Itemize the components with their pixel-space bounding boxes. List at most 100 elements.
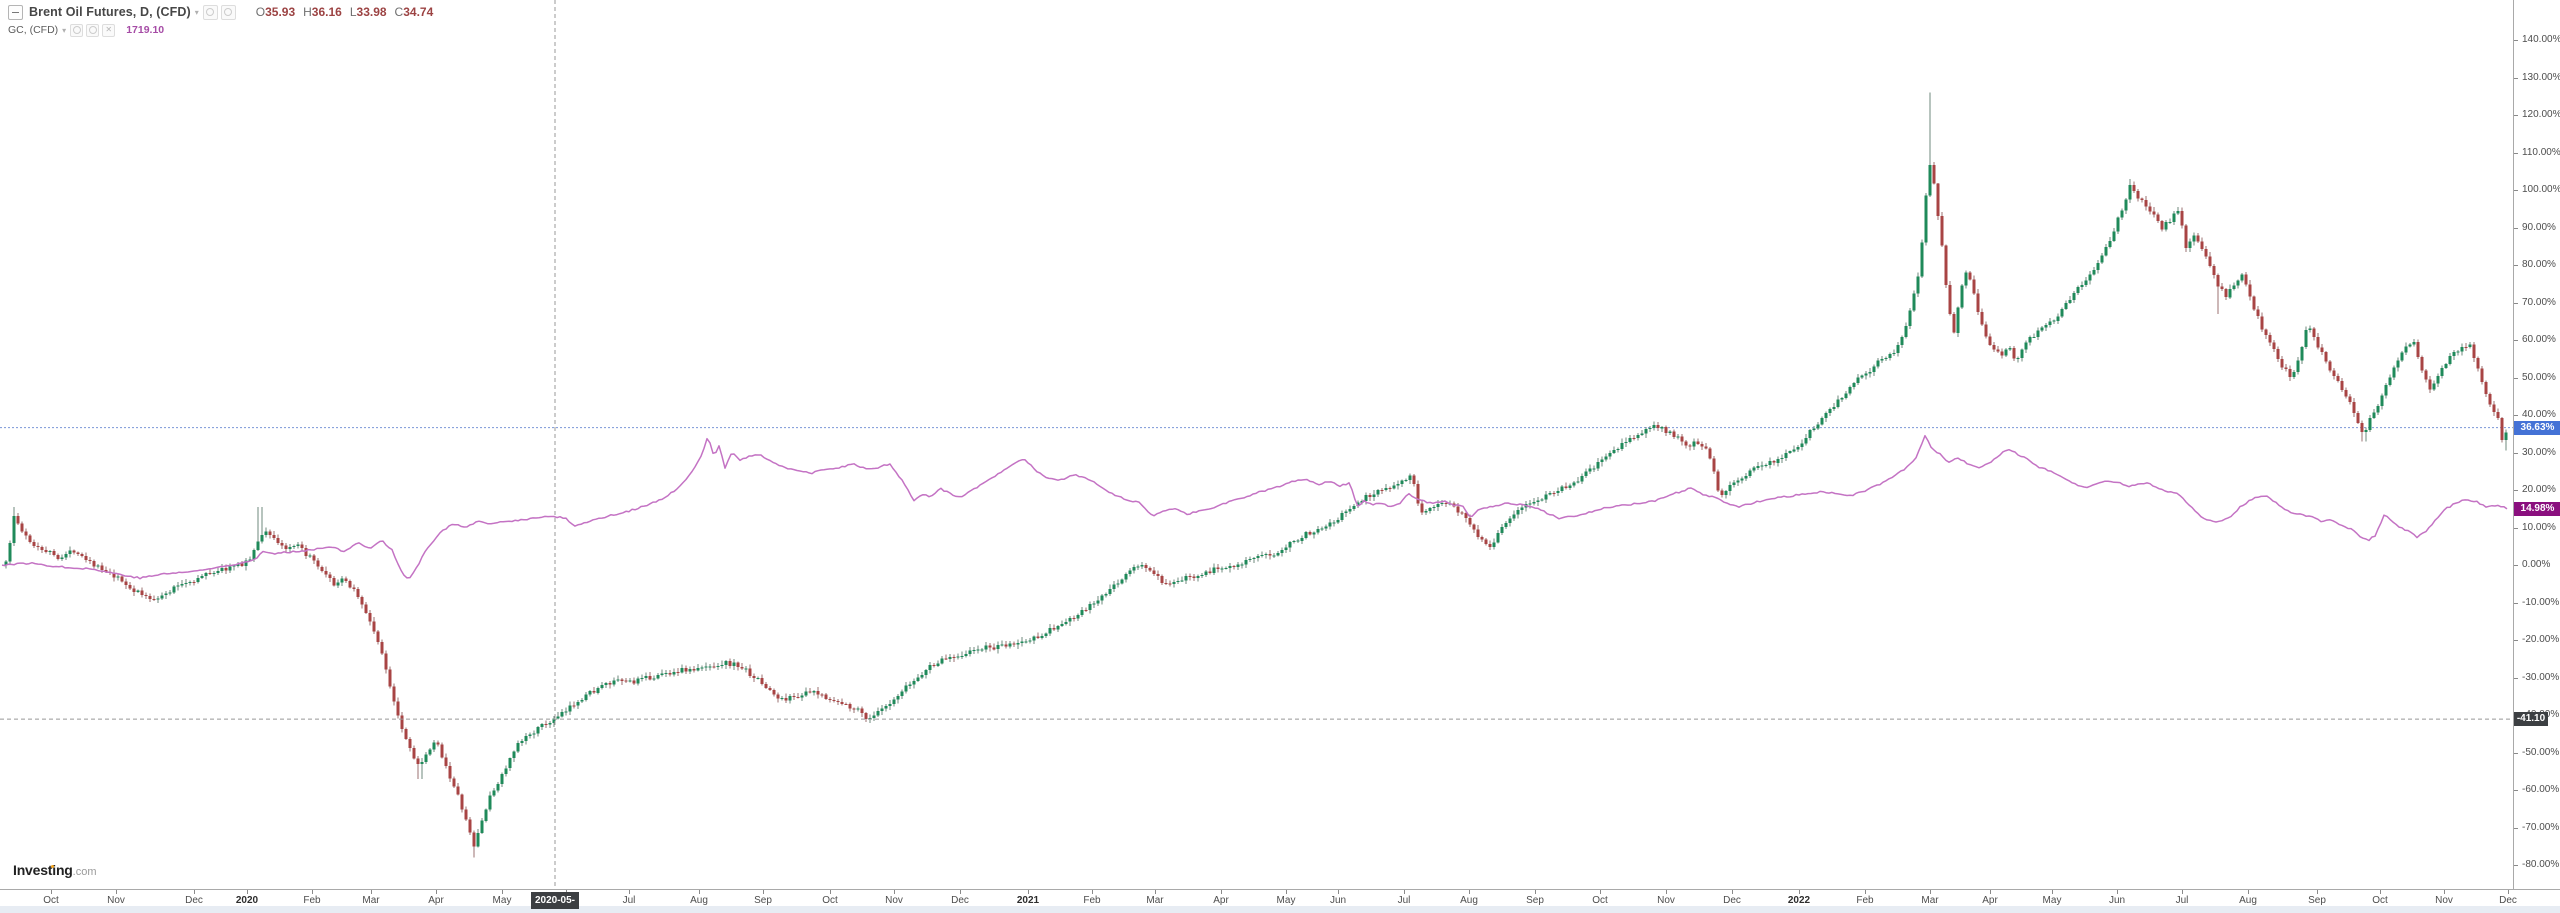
x-axis-label: Mar [1921,895,1939,906]
brand-text: Investing [13,862,73,878]
x-axis-tick [2248,890,2249,894]
x-axis-label: Apr [1213,895,1229,906]
price-axis[interactable]: 140.00% 130.00% 120.00% 110.00% 100.00% 90.00… [2513,0,2560,889]
x-axis-label: Mar [1146,895,1164,906]
ohlc-values: O35.93 H36.16 L33.98 C34.74 [248,5,434,19]
y-axis-tick [2514,602,2518,604]
x-axis-label: Jul [622,895,636,906]
x-axis-label: Dec [2499,895,2517,906]
x-axis-tick [894,890,895,894]
y-axis-label: -50.00% [2522,746,2560,758]
x-axis-tick [312,890,313,894]
x-axis-tick [502,890,503,894]
brand-suffix: .com [72,866,97,878]
x-axis-label: Aug [1460,895,1478,906]
x-axis-tick [763,890,764,894]
ohlc-key: L [349,5,357,19]
x-axis-label: Nov [1657,895,1675,906]
y-axis-tick [2514,77,2518,79]
chart-canvas[interactable]: Brent Oil Futures, D, (CFD) ▾ O35.93 H36.… [0,0,2513,889]
y-axis-label: 40.00% [2522,409,2556,420]
ohlc-value: 35.93 [265,5,296,19]
x-axis-tick [830,890,831,894]
y-axis-label: 90.00% [2522,221,2556,233]
y-axis-tick [2514,752,2518,754]
visibility-icon[interactable] [202,4,218,20]
x-axis-label: Aug [2239,895,2257,906]
x-axis-label: Oct [822,895,838,906]
ohlc-value: 33.98 [356,5,387,19]
x-axis-label: Oct [1592,895,1608,906]
x-axis-label: Jul [1397,895,1411,906]
x-axis-label: Dec [951,895,969,906]
y-axis-tick [2514,565,2518,566]
ohlc-value: 34.74 [403,5,434,19]
x-axis-label: Sep [1526,895,1544,906]
x-axis-label: 2020 [235,895,259,906]
x-axis-tick [1990,890,1991,894]
y-axis-label: 80.00% [2522,259,2556,270]
x-axis-tick [1600,890,1601,894]
x-axis-label: Dec [1723,895,1741,906]
x-axis-label: Feb [1856,895,1874,906]
y-axis-tick [2514,152,2518,154]
x-axis-tick [247,890,248,894]
x-axis-tick [2052,890,2053,894]
x-axis-tick [1338,890,1339,894]
legend-main-row[interactable]: Brent Oil Futures, D, (CFD) ▾ O35.93 H36.… [8,4,433,20]
y-axis-tick [2514,40,2518,41]
x-axis-tick [1092,890,1093,894]
y-axis-label: -60.00% [2522,784,2560,795]
y-axis-tick [2514,527,2518,529]
x-axis-label: May [2042,895,2062,906]
y-axis-label: 140.00% [2522,34,2560,45]
x-axis-label: May [492,895,512,906]
x-axis-label: Nov [2435,895,2453,906]
settings-icon[interactable] [86,23,100,37]
x-axis-tick [1155,890,1156,894]
brent-candlestick-series [4,92,2508,858]
x-axis-label: Sep [754,895,772,906]
x-axis-tick [1286,890,1287,894]
x-axis-tick [629,890,630,894]
y-axis-tick [2514,302,2518,304]
collapse-legend-button[interactable] [8,4,23,20]
x-axis-label: 2022 [1787,895,1811,906]
crosshair-date-badge: 2020-05-27 [531,892,579,913]
y-axis-label: 100.00% [2522,184,2560,195]
y-axis-label: -20.00% [2522,634,2560,645]
chevron-down-icon[interactable]: ▾ [62,25,67,35]
y-axis-tick [2514,677,2518,679]
x-axis-label: Sep [2308,895,2326,906]
ohlc-key: C [394,5,404,19]
y-axis-label: -80.00% [2522,859,2560,870]
x-axis-label: Jul [2175,895,2189,906]
y-axis-tick [2514,865,2518,866]
visibility-icon[interactable] [70,23,84,37]
y-axis-tick [2514,640,2518,641]
legend-overlay-row[interactable]: GC, (CFD) ▾ ✕ 1719.10 [8,22,433,38]
y-axis-label: 50.00% [2522,371,2556,383]
chevron-down-icon[interactable]: ▾ [194,7,199,17]
x-axis-label: Dec [185,895,203,906]
x-axis-tick [2182,890,2183,894]
y-axis-tick [2514,340,2518,341]
close-icon[interactable]: ✕ [102,23,116,37]
x-axis-tick [1865,890,1866,894]
y-axis-label: 30.00% [2522,446,2556,458]
x-axis-label: Nov [107,895,125,906]
x-axis-tick [2444,890,2445,894]
x-axis-tick [1028,890,1029,894]
y-axis-label: 20.00% [2522,484,2556,495]
y-axis-tick [2514,827,2518,829]
legend: Brent Oil Futures, D, (CFD) ▾ O35.93 H36.… [8,4,433,40]
y-axis-label: 70.00% [2522,296,2556,308]
x-axis-tick [2508,890,2509,894]
x-axis-label: Oct [43,895,59,906]
settings-icon[interactable] [220,4,236,20]
x-axis-label: Nov [885,895,903,906]
ohlc-key: H [303,5,312,19]
y-axis-tick [2514,227,2518,229]
gold-line-series [1,434,2508,580]
y-axis-tick [2514,115,2518,116]
